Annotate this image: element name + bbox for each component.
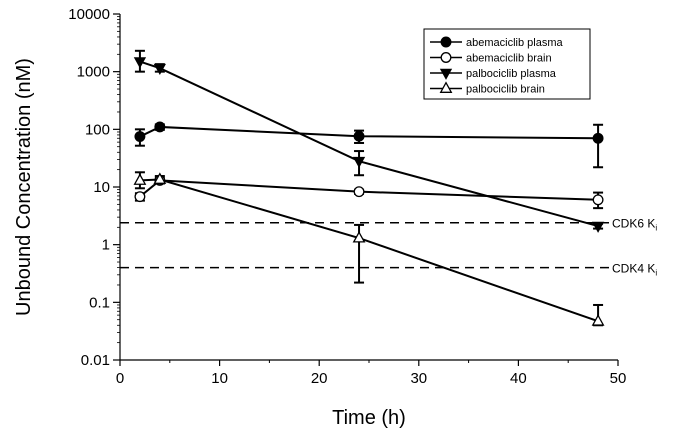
y-tick-label: 1 [102,237,110,254]
x-tick-label: 0 [116,370,124,387]
data-point [134,191,146,203]
data-point [353,186,365,198]
legend-label: abemaciclib plasma [466,37,563,49]
data-point [592,132,604,144]
x-tick-label: 50 [610,370,627,387]
legend-box [423,28,591,100]
legend-label: palbociclib plasma [466,68,557,80]
data-point [352,156,366,169]
data-point [591,314,605,326]
y-axis-label: Unbound Concentration (nM) [13,58,35,316]
series-line [139,178,599,323]
data-point [352,230,366,243]
data-point [154,121,166,133]
y-ticks: 0.01 0.1 1 10 100 1000 10000 [68,6,120,369]
data-point [592,194,604,206]
series-line [139,60,599,228]
x-tick-label: 10 [211,370,228,387]
y-tick-label: 0.1 [89,294,110,311]
reference-line-label: CDK4 Ki [612,262,657,278]
legend-item: abemaciclib brain [430,52,552,65]
legend-item: abemaciclib plasma [430,36,563,49]
legend-marker [439,68,453,80]
data-point [133,173,147,185]
data-point [133,57,147,69]
x-ticks: 0 10 20 30 40 50 [116,360,627,387]
y-tick-label: 100 [85,121,110,138]
legend-label: abemaciclib brain [466,53,552,65]
reference-line-label-subscript: i [655,269,657,278]
legend-item: palbociclib brain [430,81,545,96]
x-tick-label: 20 [311,370,328,387]
legend-items: abemaciclib plasma abemaciclib brain palbo… [430,36,563,96]
series-3 [133,49,605,233]
data-point [153,172,167,184]
legend-label: palbociclib brain [466,84,545,96]
y-tick-label: 10000 [68,6,110,23]
x-axis-label: Time (h) [332,407,406,429]
series-1 [134,121,604,169]
reference-line-label: CDK6 Ki [612,217,657,233]
data-point [591,221,605,233]
reference-line-label-subscript: i [655,224,657,233]
reference-line-label-main: CDK6 K [612,217,655,231]
series-line [139,125,599,140]
data-point [153,63,166,76]
x-tick-label: 30 [410,370,427,387]
series-group [133,49,605,327]
legend-marker [440,52,452,63]
y-tick-label: 0.01 [81,352,110,369]
legend-marker [439,81,453,93]
legend: abemaciclib plasma abemaciclib brain palbo… [423,28,591,100]
series-4 [133,171,605,327]
x-tick-label: 40 [510,370,527,387]
data-point [353,130,365,142]
y-tick-label: 1000 [77,64,110,81]
y-tick-label: 10 [93,179,110,196]
data-point [134,131,146,142]
reference-line-label-main: CDK4 K [612,262,655,276]
legend-item: palbociclib plasma [430,68,557,80]
legend-marker [440,36,452,48]
series-line [139,179,599,201]
